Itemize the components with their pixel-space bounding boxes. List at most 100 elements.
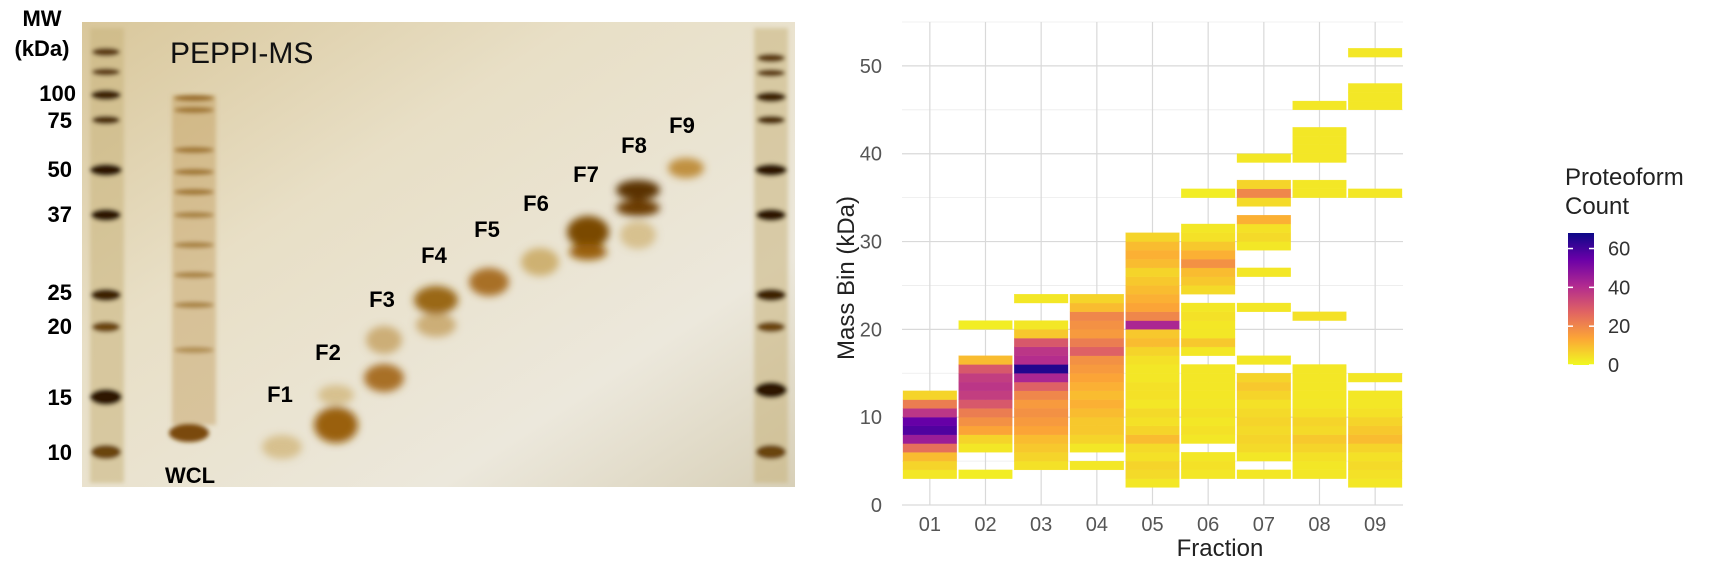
heatmap-cell-07-16 — [1236, 355, 1291, 365]
heatmap-cell-03-13 — [1014, 381, 1069, 391]
lane-label-f8: F8 — [621, 133, 647, 158]
y-axis-label: Mass Bin (kDa) — [833, 196, 860, 360]
lane-label-f1: F1 — [267, 382, 293, 407]
heatmap-cell-06-27 — [1181, 258, 1236, 269]
heatmap-cell-05-20 — [1125, 320, 1180, 330]
heatmap-cell-06-12 — [1181, 390, 1236, 400]
heatmap-cell-05-17 — [1125, 346, 1180, 356]
gel-image: MW (kDa) PEPPI-MS 100 75 50 37 25 20 15 … — [14, 6, 795, 488]
lane-label-f6: F6 — [523, 191, 549, 216]
heatmap-cell-06-29 — [1181, 241, 1236, 251]
heatmap-cell-09-51 — [1348, 48, 1403, 58]
heatmap-cell-09-7 — [1348, 434, 1403, 444]
band-f2 — [314, 407, 358, 443]
heatmap-cell-09-12 — [1348, 390, 1403, 400]
heatmap-cell-09-10 — [1348, 408, 1403, 418]
heatmap-cell-08-42 — [1292, 127, 1347, 137]
heatmap-cell-08-8 — [1292, 425, 1347, 435]
legend-tick-label: 60 — [1608, 239, 1630, 261]
heatmap-cell-03-10 — [1014, 408, 1069, 418]
lane-label-f5: F5 — [474, 217, 500, 242]
heatmap-cell-05-15 — [1125, 364, 1180, 374]
heatmap-cell-08-10 — [1292, 408, 1347, 418]
heatmap-cell-05-28 — [1125, 250, 1180, 260]
heatmap-cell-05-3 — [1125, 469, 1180, 479]
heatmap-cell-06-14 — [1181, 373, 1236, 383]
heatmap-cell-07-31 — [1236, 223, 1291, 233]
legend-tick-label: 40 — [1608, 277, 1630, 299]
heatmap-cell-03-19 — [1014, 329, 1069, 339]
heatmap-cells — [902, 48, 1403, 488]
heatmap-cell-09-14 — [1348, 373, 1403, 383]
heatmap-cell-01-5 — [902, 452, 957, 462]
heatmap-cell-05-10 — [1125, 408, 1180, 418]
mw-marker-37: 37 — [48, 202, 72, 227]
legend-tick-label: 20 — [1608, 316, 1630, 338]
heatmap-cell-06-22 — [1181, 302, 1236, 312]
heatmap-cell-05-18 — [1125, 337, 1180, 348]
gel-title: PEPPI-MS — [170, 37, 313, 70]
heatmap-cell-02-7 — [958, 434, 1013, 444]
heatmap-cell-07-9 — [1236, 417, 1291, 427]
heatmap-cell-03-15 — [1014, 364, 1069, 374]
heatmap-cell-06-7 — [1181, 434, 1236, 444]
heatmap-cell-09-2 — [1348, 478, 1403, 488]
heatmap-cell-09-4 — [1348, 460, 1403, 471]
mw-marker-20: 20 — [48, 314, 72, 339]
heatmap-cell-01-7 — [902, 434, 957, 444]
heatmap-cell-06-25 — [1181, 276, 1236, 286]
heatmap-cell-08-15 — [1292, 364, 1347, 374]
heatmap-cell-05-22 — [1125, 302, 1180, 312]
band-f8 — [616, 180, 660, 200]
heatmap-cell-04-4 — [1069, 460, 1124, 471]
heatmap-cell-06-8 — [1181, 425, 1236, 435]
heatmap-cell-07-29 — [1236, 241, 1291, 251]
heatmap-cell-06-28 — [1181, 250, 1236, 260]
heatmap-cell-03-5 — [1014, 452, 1069, 462]
x-tick-label: 04 — [1086, 514, 1108, 536]
y-tick-label: 0 — [871, 495, 882, 517]
mw-header-line1: MW — [22, 6, 61, 31]
heatmap-cell-01-9 — [902, 417, 957, 427]
heatmap-cell-03-11 — [1014, 399, 1069, 409]
heatmap-cell-06-19 — [1181, 329, 1236, 339]
heatmap-cell-09-45 — [1348, 100, 1403, 110]
heatmap-cell-02-15 — [958, 364, 1013, 374]
y-tick-label: 50 — [860, 56, 882, 78]
heatmap-cell-05-19 — [1125, 329, 1180, 339]
heatmap-cell-07-5 — [1236, 452, 1291, 462]
heatmap-cell-04-22 — [1069, 302, 1124, 312]
lane-label-wcl: WCL — [165, 463, 215, 488]
heatmap-cell-03-20 — [1014, 320, 1069, 330]
heatmap-cell-07-13 — [1236, 381, 1291, 391]
mw-marker-75: 75 — [48, 108, 72, 133]
heatmap-chart: 0 10 20 30 40 50 01 02 03 04 05 06 07 08 09 Fraction M… — [833, 21, 1684, 562]
heatmap-cell-06-13 — [1181, 381, 1236, 391]
heatmap-cell-02-11 — [958, 399, 1013, 409]
heatmap-cell-03-17 — [1014, 346, 1069, 356]
heatmap-cell-04-6 — [1069, 443, 1124, 453]
heatmap-cell-05-27 — [1125, 258, 1180, 269]
heatmap-cell-07-8 — [1236, 425, 1291, 435]
heatmap-cell-07-7 — [1236, 434, 1291, 444]
heatmap-cell-05-16 — [1125, 355, 1180, 365]
heatmap-cell-07-6 — [1236, 443, 1291, 453]
heatmap-cell-03-7 — [1014, 434, 1069, 444]
heatmap-cell-04-20 — [1069, 320, 1124, 330]
heatmap-cell-05-6 — [1125, 443, 1180, 453]
heatmap-cell-01-4 — [902, 460, 957, 471]
heatmap-cell-06-15 — [1181, 364, 1236, 374]
heatmap-cell-05-24 — [1125, 285, 1180, 295]
heatmap-cell-06-20 — [1181, 320, 1236, 330]
band-f1 — [262, 435, 302, 459]
heatmap-cell-08-21 — [1292, 311, 1347, 321]
heatmap-cell-03-4 — [1014, 460, 1069, 471]
heatmap-cell-01-12 — [902, 390, 957, 400]
lane-fractions — [262, 158, 704, 459]
heatmap-cell-04-19 — [1069, 329, 1124, 339]
heatmap-cell-02-9 — [958, 417, 1013, 427]
y-tick-label: 40 — [860, 144, 882, 166]
heatmap-cell-08-14 — [1292, 373, 1347, 383]
heatmap-cell-08-7 — [1292, 434, 1347, 444]
heatmap-cell-08-9 — [1292, 417, 1347, 427]
